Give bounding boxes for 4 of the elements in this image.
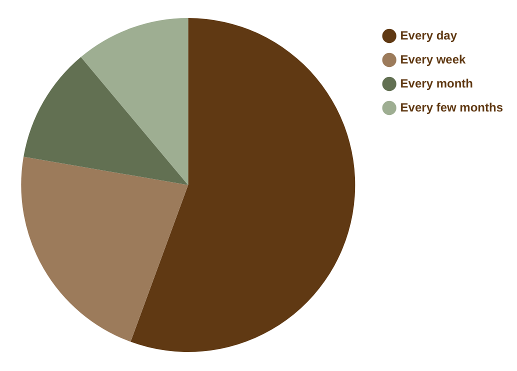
legend-label: Every week: [400, 52, 466, 66]
legend-label: Every few months: [400, 100, 504, 114]
legend-label: Every day: [400, 28, 458, 42]
legend-label: Every month: [400, 76, 473, 90]
